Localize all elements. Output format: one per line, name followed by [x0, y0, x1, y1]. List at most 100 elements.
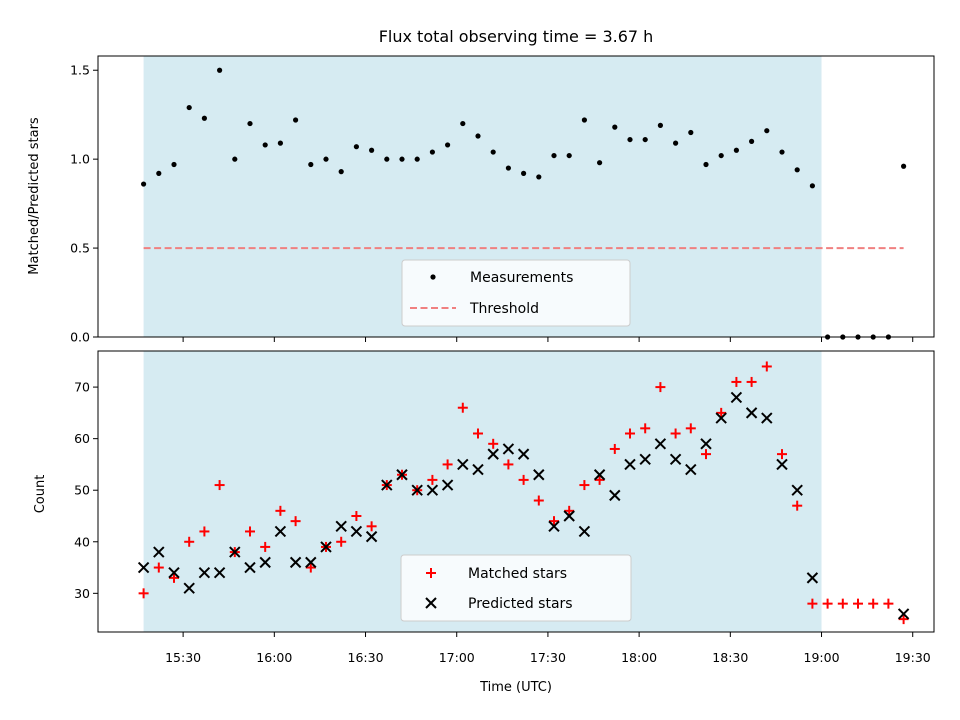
matched-star-point [761, 361, 772, 372]
predicted-star-point [168, 566, 180, 579]
measurement-point [217, 67, 223, 73]
measurement-point [293, 117, 299, 123]
predicted-star-point [457, 458, 469, 471]
predicted-star-point [791, 484, 803, 496]
measurement-point [536, 174, 542, 180]
top-x-ticks [182, 337, 914, 342]
predicted-star-point [213, 566, 226, 579]
matched-star-point [427, 474, 438, 485]
predicted-star-point [335, 520, 347, 533]
bottom-y-tick-label: 60 [74, 431, 90, 446]
predicted-star-point [654, 438, 667, 450]
measurement-point [612, 124, 618, 130]
measurement-point [414, 156, 420, 162]
measurement-point [141, 181, 147, 187]
bottom-x-tick-label: 17:30 [530, 650, 566, 665]
predicted-star-point [411, 484, 423, 496]
matched-star-point [184, 536, 195, 547]
bottom-x-tick-label: 15:30 [165, 650, 201, 665]
matched-star-point [594, 474, 605, 485]
bottom-x-tick-label: 17:00 [439, 650, 475, 665]
predicted-star-point [730, 391, 743, 404]
predicted-star-point [563, 510, 575, 522]
top-y-ticks: 0.0 0.5 1.0 1.5 [70, 63, 98, 345]
predicted-star-point [274, 525, 287, 538]
top-axes-frame [97, 55, 935, 338]
matched-star-point [837, 598, 848, 609]
predicted-star-point [609, 489, 621, 502]
matched-star-point [169, 572, 179, 583]
predicted-star-point [715, 412, 727, 424]
predicted-star-point [806, 572, 819, 584]
bottom-x-ticks: 15:30 16:00 16:30 17:00 17:30 18:00 18:30 19:00… [165, 632, 931, 665]
top-legend: Measurements Threshold [401, 259, 631, 327]
matched-star-point [336, 536, 347, 547]
predicted-star-point [776, 458, 788, 471]
bottom-legend-box [400, 554, 632, 622]
matched-star-point [199, 526, 210, 537]
matched-star-point [549, 516, 559, 527]
bottom-y-tick-label: 70 [74, 380, 90, 395]
predicted-star-point [396, 469, 408, 481]
matched-star-point [351, 510, 362, 521]
measurement-point [642, 136, 648, 143]
measurement-point [460, 120, 466, 127]
predicted-star-point [578, 525, 591, 538]
measurement-point [703, 161, 709, 168]
matched-star-point [685, 423, 696, 434]
measurement-point [688, 129, 694, 136]
predicted-star-point [669, 453, 682, 465]
predicted-star-point [381, 479, 393, 491]
matched-star-point [640, 423, 651, 434]
matched-star-point [777, 449, 787, 460]
predicted-star-point [897, 608, 910, 620]
measurement-point [156, 170, 162, 176]
predicted-star-point [502, 443, 515, 455]
matched-star-point [868, 598, 879, 609]
measurement-point [384, 156, 390, 162]
predicted-star-point [472, 463, 484, 476]
top-legend-box [401, 259, 631, 327]
legend-label-matched-stars: Matched stars [468, 566, 567, 582]
legend-marker-matched-stars [426, 568, 436, 578]
bottom-x-tick-label: 18:00 [621, 650, 657, 665]
measurement-point [551, 152, 557, 159]
measurement-point [718, 152, 724, 159]
matched-star-point [290, 516, 301, 527]
predicted-star-point [761, 412, 773, 424]
matched-star-point [275, 505, 286, 516]
bottom-x-tick-label: 16:30 [348, 650, 384, 665]
bottom-y-tick-label: 40 [74, 534, 90, 549]
measurement-point [323, 156, 329, 162]
bottom-panel: 30 40 50 60 70 15:30 16:00 16:30 17:00 17:30 18:0… [33, 350, 935, 695]
matched-star-point [518, 474, 529, 485]
matched-star-point [214, 480, 225, 491]
measurement-point [794, 167, 800, 173]
matched-star-point [670, 428, 681, 439]
measurement-point [445, 142, 451, 148]
matched-star-point [579, 480, 590, 491]
top-panel: 0.0 0.5 1.0 1.5 Flux total observing time =… [27, 27, 935, 345]
measurement-point [733, 147, 740, 153]
matched-star-point [822, 598, 833, 609]
matched-star-point [488, 438, 499, 449]
predicted-star-point [259, 556, 271, 569]
matched-star-point [701, 449, 711, 460]
matched-star-point [503, 459, 514, 470]
predicted-star-point [320, 541, 332, 553]
matched-star-point [883, 598, 894, 609]
predicted-star-point [198, 566, 211, 579]
measurement-point [673, 140, 679, 146]
predicted-star-point [593, 469, 606, 481]
matched-star-point [609, 443, 620, 454]
measurement-point [490, 149, 496, 155]
measurement-point [581, 117, 588, 123]
measurement-point [809, 183, 816, 189]
bottom-y-ticks: 30 40 50 60 70 [74, 380, 98, 601]
bottom-x-axis-label: Time (UTC) [479, 680, 552, 695]
predicted-star-point [153, 546, 165, 558]
predicted-star-point [441, 479, 454, 491]
measurement-point [901, 163, 907, 169]
bottom-y-tick-label: 30 [74, 586, 90, 601]
